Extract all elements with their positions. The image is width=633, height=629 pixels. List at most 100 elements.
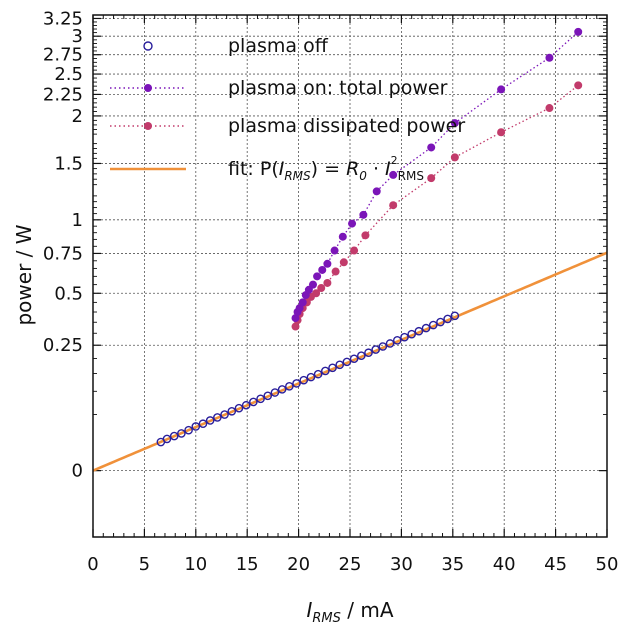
- legend-fit-mid: ) =: [311, 158, 346, 180]
- total-power-point: [427, 143, 436, 152]
- plasma-off-point: [371, 345, 381, 354]
- plasma-off-point: [263, 391, 273, 401]
- total-power-point: [389, 170, 398, 179]
- y-tick-label: 2.25: [43, 84, 83, 105]
- legend-label-fit: fit: P(IRMS) = R0 · I2RMS: [228, 154, 424, 183]
- x-axis: 0 5 10 15 20 25 30 35 40 45 50: [87, 15, 618, 575]
- y-tick-label: 2: [72, 106, 83, 127]
- x-tick-label: 20: [287, 554, 310, 575]
- legend-fit-r-sub: 0: [359, 169, 367, 183]
- legend-fit-s2: RMS: [398, 169, 424, 183]
- x-axis-title-unit: / mA: [341, 598, 394, 622]
- dissipated-power-point: [361, 231, 370, 240]
- dissipated-power-point: [331, 267, 340, 276]
- total-power-point: [308, 280, 317, 289]
- total-power-point: [497, 85, 506, 94]
- x-tick-label: 40: [493, 554, 516, 575]
- plasma-off-point: [220, 410, 229, 419]
- total-power-point: [359, 210, 368, 219]
- plasma-off-point: [428, 320, 438, 330]
- x-axis-title-subscript: RMS: [312, 611, 341, 626]
- plasma-off-point: [306, 372, 316, 382]
- total-power-point: [313, 272, 322, 281]
- legend-label-total-power: plasma on: total power: [228, 77, 448, 99]
- total-power-point: [318, 265, 327, 274]
- legend-fit-i1: I: [279, 158, 285, 180]
- plasma-off-point: [321, 366, 330, 376]
- plasma-off-point: [177, 429, 186, 438]
- plasma-off-point: [392, 336, 402, 345]
- plasma-off-point: [414, 326, 424, 336]
- y-tick-label: 0: [72, 461, 83, 482]
- plasma-off-point: [241, 400, 251, 410]
- plasma-off-point: [213, 413, 222, 422]
- plasma-off-point: [400, 332, 409, 342]
- legend-label-dissipated-power: plasma dissipated power: [228, 115, 465, 137]
- y-tick-label: 0.25: [43, 335, 83, 356]
- y-axis-title: power / W: [12, 224, 36, 325]
- y-tick-label: 3: [72, 26, 83, 47]
- total-power-point: [348, 219, 357, 228]
- dissipated-power-point: [497, 128, 506, 137]
- legend-fit-dot: ·: [367, 158, 385, 180]
- plasma-off-point: [357, 351, 366, 360]
- x-axis-title: IRMS / mA: [306, 598, 393, 626]
- dissipated-power-point: [450, 153, 459, 162]
- plasma-off-point: [256, 394, 265, 404]
- plot-area: [92, 27, 608, 472]
- dissipated-power-point: [323, 278, 332, 287]
- x-tick-label: 10: [184, 554, 207, 575]
- x-axis-title-symbol: I: [306, 598, 312, 622]
- y-tick-label: 1: [72, 210, 83, 231]
- y-tick-label: 0.75: [43, 243, 83, 264]
- total-power-point: [545, 53, 554, 62]
- total-power-point: [291, 314, 300, 323]
- dissipated-power-point: [312, 289, 321, 298]
- plot-frame: [92, 14, 608, 538]
- plasma-off-point: [227, 406, 237, 416]
- total-power-point: [298, 298, 307, 307]
- dissipated-power-point: [291, 322, 300, 331]
- legend-fit-s1: RMS: [284, 169, 311, 183]
- plasma-off-point: [385, 339, 395, 348]
- plasma-off-point: [277, 385, 287, 394]
- y-tick-label: 2.5: [54, 64, 83, 85]
- plasma-off-point: [285, 382, 294, 391]
- legend-fit-i2: I: [385, 158, 391, 180]
- plasma-off-point: [313, 369, 323, 379]
- plasma-off-point: [328, 363, 337, 373]
- plasma-off-point: [205, 416, 215, 425]
- total-power-point: [372, 187, 381, 196]
- y-tick-label: 2.75: [43, 45, 83, 66]
- total-power-point: [574, 27, 583, 36]
- dissipated-power-point: [574, 81, 583, 90]
- plasma-off-point: [342, 357, 352, 367]
- x-tick-label: 35: [441, 554, 464, 575]
- x-tick-label: 0: [87, 554, 98, 575]
- y-tick-label: 0.5: [54, 283, 83, 304]
- total-power-point: [330, 246, 339, 255]
- dissipated-power-point: [339, 258, 348, 267]
- plasma-off-point: [407, 329, 416, 339]
- plasma-off-point: [191, 422, 201, 431]
- x-tick-label: 30: [390, 554, 413, 575]
- total-power-point: [338, 232, 347, 241]
- plasma-off-point: [198, 419, 208, 429]
- legend-label-plasma-off: plasma off: [228, 35, 329, 57]
- legend-marker-plasma-off: [143, 41, 153, 51]
- legend-marker-dissipated-power: [144, 122, 152, 130]
- x-tick-label: 5: [139, 554, 150, 575]
- plasma-off-point: [184, 425, 193, 435]
- y-tick-label: 1.5: [54, 153, 83, 174]
- plasma-off-point: [270, 388, 280, 397]
- legend-fit-prefix: fit: P(: [228, 158, 279, 180]
- plasma-off-point: [335, 360, 345, 370]
- plasma-off-point: [169, 431, 179, 441]
- plasma-off-point: [378, 342, 388, 351]
- total-power-point: [450, 119, 459, 128]
- x-tick-label: 45: [544, 554, 567, 575]
- plasma-off-point: [162, 434, 172, 444]
- plasma-off-point: [249, 397, 258, 407]
- dissipated-power-point: [350, 246, 359, 255]
